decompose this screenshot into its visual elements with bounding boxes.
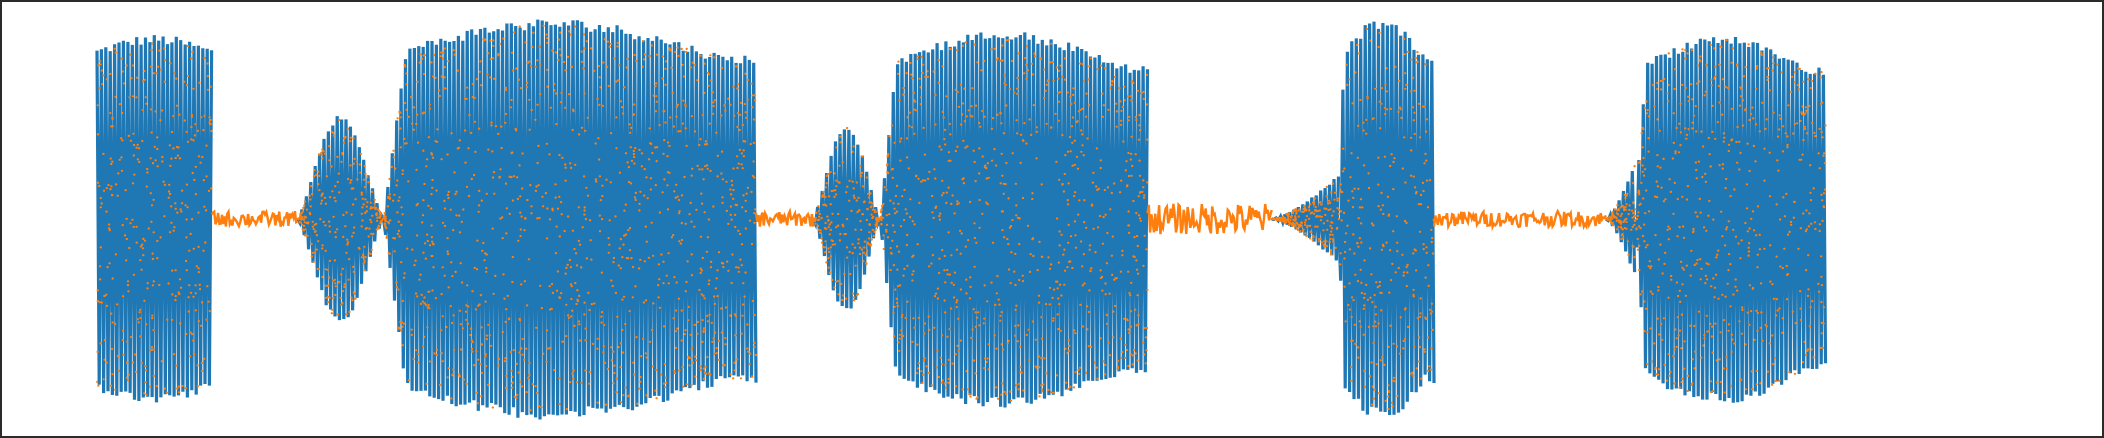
samples-burst-9 xyxy=(1633,39,1827,394)
noise-floor-3 xyxy=(1146,201,1273,235)
samples-burst-7 xyxy=(1337,27,1435,411)
noise-floor-4 xyxy=(1432,208,1607,232)
samples-burst-4 xyxy=(812,126,882,302)
samples-burst-6 xyxy=(1270,182,1340,256)
waveform-burst-5 xyxy=(878,32,1150,408)
series-waveform xyxy=(95,19,1828,420)
samples-burst-2 xyxy=(296,118,385,316)
noise-floor-1 xyxy=(210,208,299,230)
samples-burst-1 xyxy=(96,42,213,396)
noise-floor-2 xyxy=(754,207,815,228)
samples-burst-8 xyxy=(1605,165,1636,259)
series-samples xyxy=(96,24,1827,412)
waveform-burst-3 xyxy=(381,19,758,420)
samples-burst-3 xyxy=(382,24,758,412)
samples-burst-5 xyxy=(879,38,1149,402)
waveform-burst-9 xyxy=(1633,36,1828,403)
waveform-burst-6 xyxy=(1271,176,1341,261)
waveform-burst-7 xyxy=(1336,21,1436,416)
waveform-burst-4 xyxy=(811,129,882,309)
waveform-burst-1 xyxy=(95,35,214,403)
waveform-burst-2 xyxy=(296,116,385,321)
